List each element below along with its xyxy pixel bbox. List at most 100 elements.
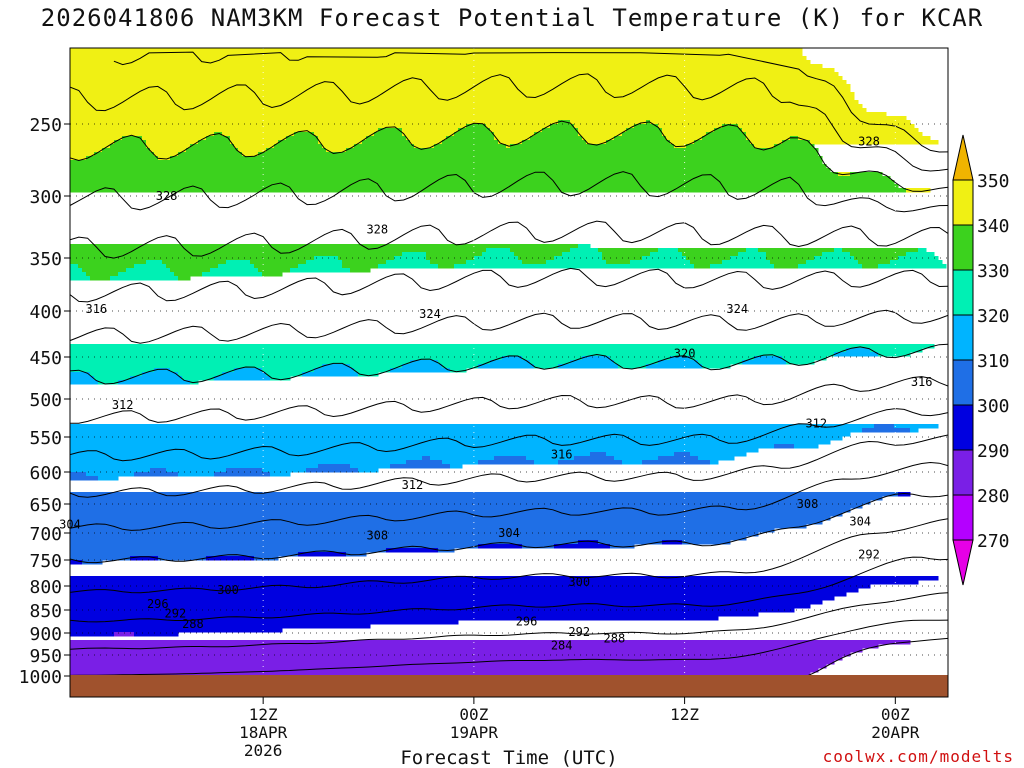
fill-cell	[854, 256, 899, 261]
colorbar-band	[952, 359, 974, 406]
fill-cell	[70, 188, 907, 193]
fill-cell	[182, 376, 215, 381]
fill-cell	[70, 620, 459, 625]
fill-cell	[70, 380, 99, 385]
fill-cell	[234, 368, 263, 373]
contour-label: 296	[516, 615, 538, 629]
contour-label: 316	[551, 448, 573, 462]
fill-cell	[614, 456, 659, 461]
fill-cell	[578, 244, 591, 249]
fill-cell	[110, 144, 147, 149]
fill-cell	[70, 272, 87, 277]
fill-cell	[602, 252, 651, 257]
fill-cell	[206, 556, 255, 561]
colorbar-band	[952, 179, 974, 226]
x-tick-label: 20APR	[871, 723, 920, 742]
fill-cell	[402, 364, 443, 369]
fill-cell	[494, 132, 535, 137]
fill-cell	[70, 440, 831, 445]
fill-cell	[814, 256, 855, 261]
fill-cell	[70, 48, 803, 53]
fill-cell	[650, 252, 683, 257]
fill-cell	[70, 256, 315, 261]
theta-contour-lines	[70, 51, 948, 675]
fill-cell	[534, 132, 579, 137]
fill-cell	[758, 248, 835, 253]
fill-cell	[554, 544, 611, 549]
contour-label: 292	[568, 625, 590, 639]
fill-cell	[442, 364, 479, 369]
fill-cell	[626, 128, 663, 133]
fill-cell	[442, 140, 499, 145]
contour-line	[113, 51, 948, 153]
fill-cell	[206, 136, 231, 141]
fill-cell	[234, 144, 275, 149]
fill-cell	[466, 260, 523, 265]
fill-cell	[642, 460, 711, 465]
y-tick-label: 250	[29, 115, 62, 136]
contour-label: 288	[182, 617, 204, 631]
fill-cell	[86, 472, 135, 477]
contour-label: 328	[366, 222, 388, 236]
fill-cell	[754, 356, 783, 361]
fill-cell	[570, 120, 647, 125]
fill-cell	[70, 356, 503, 361]
colorbar-band	[952, 269, 974, 316]
fill-cell	[70, 76, 843, 81]
fill-cell	[894, 424, 939, 429]
fill-cell	[354, 368, 391, 373]
y-tick-label: 550	[29, 428, 62, 449]
fill-cell	[582, 136, 615, 141]
contour-label: 288	[604, 631, 626, 645]
fill-cell	[70, 252, 403, 257]
fill-cell	[410, 140, 443, 145]
fill-cell	[278, 140, 319, 145]
fill-cell	[70, 424, 875, 429]
fill-cell	[70, 120, 559, 125]
contour-label: 308	[797, 497, 819, 511]
fill-cell	[90, 276, 111, 281]
fill-cell	[850, 172, 883, 177]
colorbar: 270 280 290 300 310 320 330 340 350	[952, 134, 1010, 586]
fill-cell	[658, 456, 699, 461]
fill-cell	[606, 260, 631, 265]
fill-cell	[70, 180, 895, 185]
fill-cell	[410, 360, 439, 365]
fill-cell	[822, 252, 851, 257]
fill-cell	[478, 544, 523, 549]
fill-cell	[598, 540, 663, 545]
fill-cell	[622, 132, 663, 137]
fill-cell	[70, 156, 87, 161]
fill-cell	[70, 260, 147, 265]
x-tick-label: 12Z	[249, 705, 278, 724]
contour-line	[808, 637, 948, 675]
fill-cell	[70, 80, 847, 85]
fill-cell	[442, 460, 479, 465]
fill-cell	[426, 252, 483, 257]
fill-cell	[70, 104, 863, 109]
contour-label: 304	[498, 526, 520, 540]
fill-cell	[70, 84, 851, 89]
fill-cell	[682, 252, 739, 257]
fill-cell	[878, 264, 947, 269]
contour-line	[70, 492, 948, 564]
x-tick-label: 00Z	[881, 705, 910, 724]
fill-cell	[70, 456, 423, 461]
fill-cell	[70, 152, 95, 157]
fill-cell	[578, 132, 623, 137]
fill-cell	[70, 468, 151, 473]
fill-cell	[70, 128, 379, 133]
fill-cell	[314, 132, 375, 137]
fill-cell	[614, 360, 659, 365]
fill-cell	[782, 140, 811, 145]
fill-cell	[798, 264, 863, 269]
fill-cell	[70, 508, 851, 513]
fill-cell	[286, 136, 319, 141]
fill-cell	[70, 72, 839, 77]
fill-cell	[862, 428, 911, 433]
fill-cell	[258, 268, 291, 273]
fill-cell	[502, 356, 523, 361]
fill-cell	[530, 136, 583, 141]
fill-cell	[650, 120, 911, 125]
y-tick-label: 1000	[19, 667, 62, 688]
